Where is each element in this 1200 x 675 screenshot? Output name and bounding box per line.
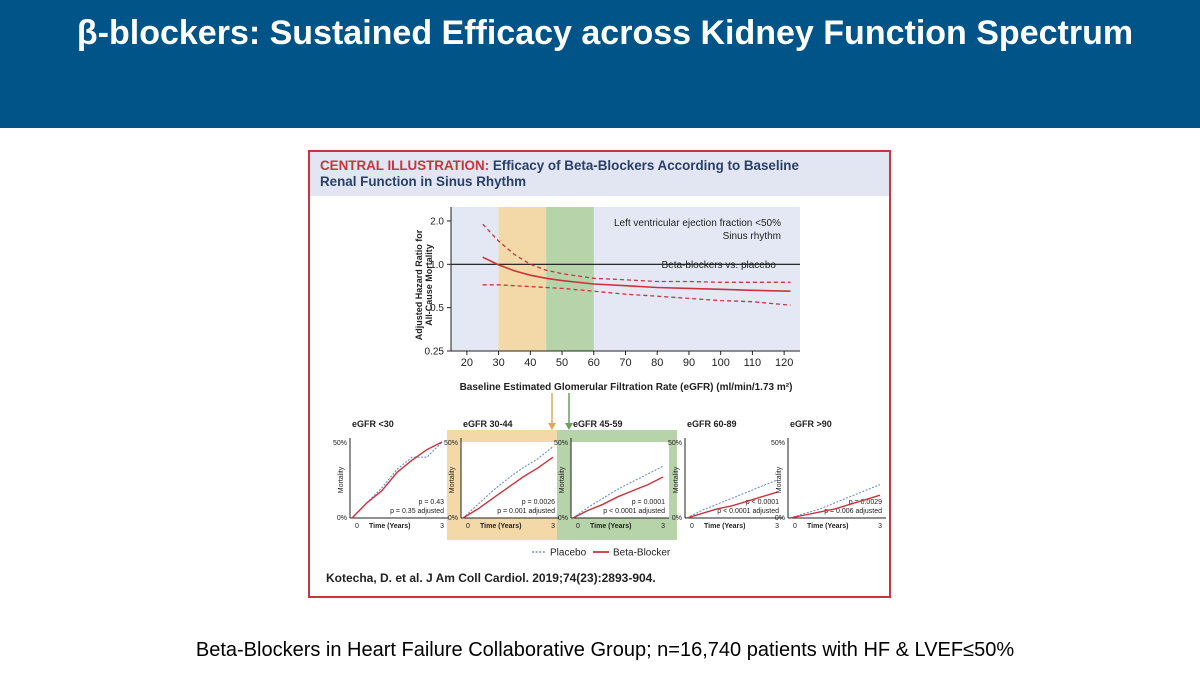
panel-p-adjusted: p = 0.35 adjusted (390, 508, 444, 515)
comparison-annotation: Beta-blockers vs. placebo (661, 260, 776, 271)
panel-title: eGFR 45-59 (573, 419, 623, 429)
panel-p-value: p = 0.0001 (632, 499, 665, 506)
panel-xtick-start: 0 (793, 523, 797, 530)
beta-blocker-curve (351, 441, 443, 519)
legend-placebo-label: Placebo (550, 548, 587, 559)
y-tick-label: 0.25 (425, 347, 445, 358)
x-tick-label: 90 (683, 357, 695, 369)
panel-ytick-bottom: 0% (672, 515, 682, 522)
y-tick-label: 1.0 (430, 260, 444, 271)
y-axis-label-line1: Adjusted Hazard Ratio for (414, 229, 424, 340)
x-tick-label: 70 (619, 357, 631, 369)
slide-header: β-blockers: Sustained Efficacy across Ki… (0, 0, 1200, 128)
panel-y-label: Mortality (338, 466, 345, 493)
panel-p-value: p = 0.0029 (849, 499, 882, 506)
panel-ytick-bottom: 0% (558, 515, 568, 522)
panel-xtick-start: 0 (690, 523, 694, 530)
x-axis-label: Baseline Estimated Glomerular Filtration… (460, 382, 793, 393)
panel-ytick-bottom: 0% (448, 515, 458, 522)
population-annotation-line1: Left ventricular ejection fraction <50% (614, 218, 781, 229)
panel-y-label: Mortality (673, 466, 680, 493)
panel-y-label: Mortality (449, 466, 456, 493)
figure-title-line2: Renal Function in Sinus Rhythm (320, 174, 527, 189)
panel-y-label: Mortality (776, 466, 783, 493)
population-annotation-line2: Sinus rhythm (723, 231, 781, 242)
panel-xtick-start: 0 (355, 523, 359, 530)
panel-ytick-top: 50% (333, 440, 347, 447)
legend-beta-blocker-label: Beta-Blocker (613, 548, 671, 559)
figure-title-rest: Efficacy of Beta-Blockers According to B… (489, 158, 799, 173)
placebo-curve (686, 479, 778, 519)
x-tick-label: 100 (712, 357, 730, 369)
panel-xtick-start: 0 (576, 523, 580, 530)
panel-x-label: Time (Years) (807, 523, 849, 530)
figure-title: CENTRAL ILLUSTRATION: Efficacy of Beta-B… (320, 158, 880, 190)
beta-blocker-curve (789, 494, 881, 519)
panel-xtick-start: 0 (466, 523, 470, 530)
orange-band-arrowhead (548, 423, 556, 430)
panel-p-adjusted: p < 0.0001 adjusted (717, 508, 779, 515)
panel-ytick-top: 50% (668, 440, 682, 447)
panel-plot-area (461, 442, 559, 518)
panel-ytick-top: 50% (444, 440, 458, 447)
upper-ci-line (482, 223, 791, 283)
panel-xtick-end: 3 (551, 523, 555, 530)
figure-title-band (310, 152, 889, 196)
hazard-ratio-chart: 0.25 0.5 1.0 2.0 20 30 40 50 60 70 80 90 100 110 120 A… (414, 207, 800, 393)
citation: Kotecha, D. et al. J Am Coll Cardiol. 20… (326, 571, 656, 585)
x-tick-label: 120 (775, 357, 793, 369)
panel-title: eGFR >90 (790, 419, 832, 429)
slide-title: β-blockers: Sustained Efficacy across Ki… (76, 14, 1134, 52)
panel-p-value: p < 0.0001 (746, 499, 779, 506)
placebo-curve (351, 441, 443, 519)
panel-ytick-bottom: 0% (775, 515, 785, 522)
x-tick-label: 110 (744, 357, 762, 369)
x-tick-label: 80 (651, 357, 663, 369)
panel-x-label: Time (Years) (590, 523, 632, 530)
panel-p-value: p = 0.0026 (522, 499, 555, 506)
beta-blocker-curve (572, 476, 664, 519)
panel-p-adjusted: p = 0.001 adjusted (497, 508, 555, 515)
y-tick-label: 0.5 (430, 303, 444, 314)
central-illustration: CENTRAL ILLUSTRATION: Efficacy of Beta-B… (308, 150, 891, 598)
green-band-arrowhead (565, 423, 573, 430)
y-axis-label-line2: All-Cause Mortality (424, 244, 434, 326)
lower-ci-line (482, 284, 791, 306)
panel-xtick-end: 3 (775, 523, 779, 530)
placebo-curve (462, 446, 554, 519)
panel-xtick-end: 3 (661, 523, 665, 530)
panel-xtick-end: 3 (878, 523, 882, 530)
panel-title: eGFR 30-44 (463, 419, 513, 429)
panel-ytick-bottom: 0% (337, 515, 347, 522)
panel-x-label: Time (Years) (480, 523, 522, 530)
x-tick-label: 40 (524, 357, 536, 369)
panel-x-label: Time (Years) (369, 523, 411, 530)
panel-x-label: Time (Years) (704, 523, 746, 530)
panel-plot-area (571, 442, 669, 518)
panel-xtick-end: 3 (440, 523, 444, 530)
figure-title-prefix: CENTRAL ILLUSTRATION: (320, 158, 490, 173)
hazard-ratio-line (482, 256, 791, 292)
placebo-curve (789, 484, 881, 519)
placebo-curve (572, 465, 664, 519)
panel-ytick-top: 50% (554, 440, 568, 447)
egfr-band-30-45 (498, 207, 547, 351)
x-tick-label: 30 (492, 357, 504, 369)
beta-blocker-curve (686, 491, 778, 519)
beta-blocker-curve (462, 456, 554, 519)
panel-p-value: p = 0.43 (419, 499, 445, 506)
x-tick-label: 60 (588, 357, 600, 369)
x-tick-label: 20 (461, 357, 473, 369)
mortality-curves: eGFR <30 50% 0% Mortality 0 Time (Years) 3 p = … (333, 419, 886, 559)
panel-ytick-top: 50% (771, 440, 785, 447)
panel-y-label: Mortality (559, 466, 566, 493)
panel-title: eGFR 60-89 (687, 419, 737, 429)
footer-note: Beta-Blockers in Heart Failure Collabora… (195, 639, 1015, 661)
x-tick-label: 50 (556, 357, 568, 369)
panel-p-adjusted: p < 0.0001 adjusted (603, 508, 665, 515)
band-arrows (548, 393, 573, 430)
panel-title: eGFR <30 (352, 419, 394, 429)
y-tick-label: 2.0 (430, 216, 444, 227)
panel-p-adjusted: p = 0.006 adjusted (824, 508, 882, 515)
